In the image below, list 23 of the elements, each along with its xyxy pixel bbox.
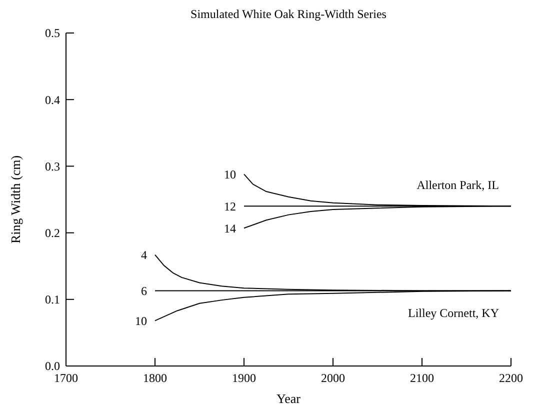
series-label: 4	[141, 248, 147, 262]
annotation: Lilley Cornett, KY	[408, 306, 500, 320]
y-tick-label: 0.0	[45, 359, 60, 374]
x-tick-label: 1900	[232, 371, 256, 385]
series-label: 6	[141, 284, 147, 298]
series-label: 10	[224, 167, 236, 182]
x-tick-label: 1700	[54, 371, 78, 385]
x-tick-label: 2000	[321, 371, 345, 385]
x-tick-label: 2100	[410, 371, 434, 385]
series-label: 12	[224, 199, 236, 214]
annotation: Allerton Park, IL	[416, 178, 499, 192]
y-tick-label: 0.5	[45, 26, 60, 40]
y-tick-label: 0.1	[45, 292, 60, 307]
x-tick-label: 2200	[499, 371, 523, 385]
series-label: 14	[224, 221, 236, 236]
x-axis-title: Year	[276, 391, 302, 406]
y-tick-label: 0.4	[45, 92, 60, 107]
x-tick-label: 1800	[143, 371, 167, 385]
chart-title: Simulated White Oak Ring-Width Series	[190, 7, 387, 21]
series-label: 10	[135, 314, 147, 328]
y-tick-label: 0.2	[45, 226, 60, 240]
y-tick-label: 0.3	[45, 159, 60, 174]
y-axis-title: Ring Width (cm)	[8, 155, 23, 244]
